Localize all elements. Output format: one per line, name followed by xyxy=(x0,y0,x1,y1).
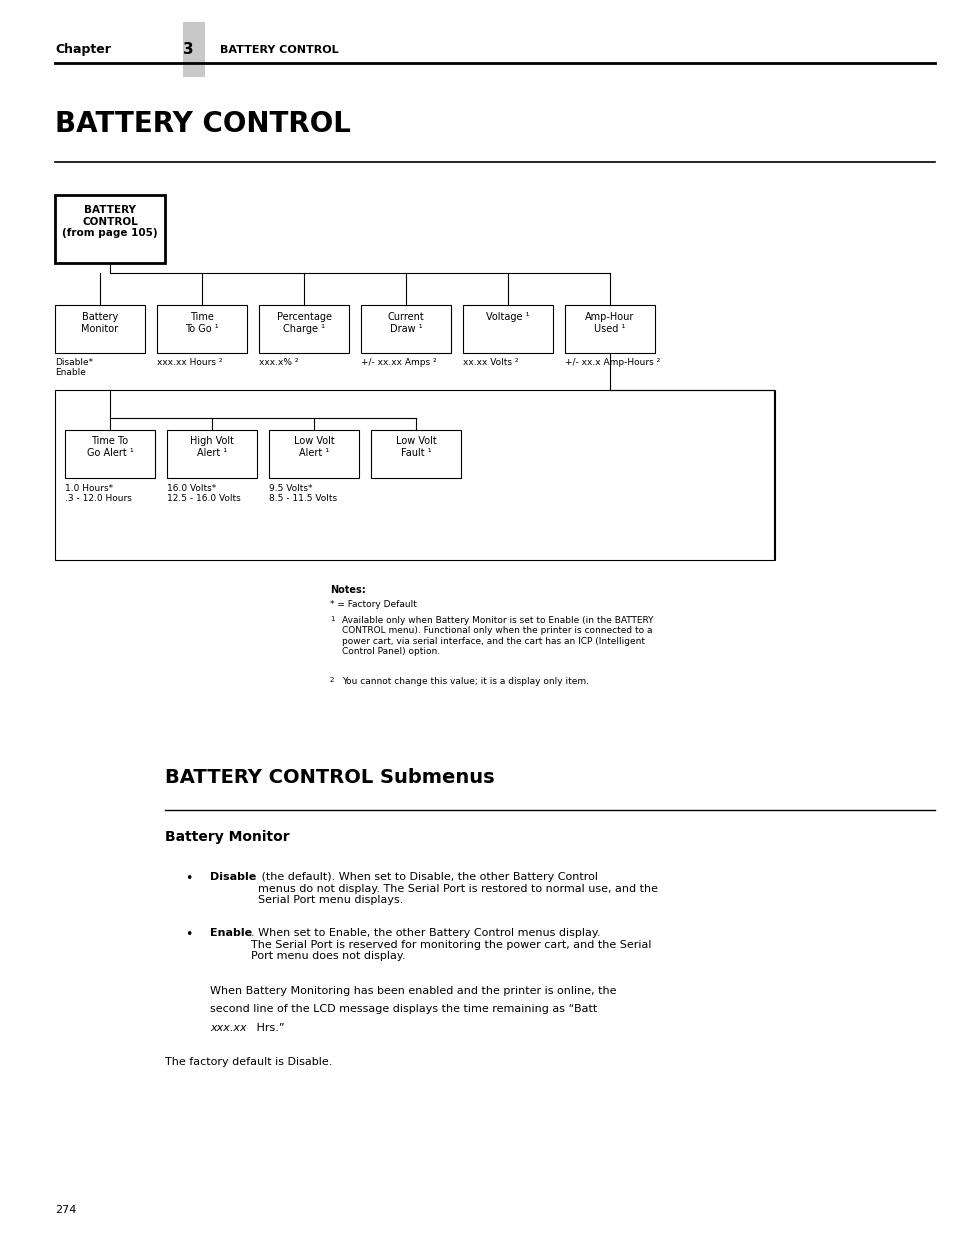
Text: Amp-Hour
Used ¹: Amp-Hour Used ¹ xyxy=(585,312,634,333)
Text: Time To
Go Alert ¹: Time To Go Alert ¹ xyxy=(87,436,133,458)
Text: You cannot change this value; it is a display only item.: You cannot change this value; it is a di… xyxy=(341,678,588,687)
Text: xx.xx Volts ²: xx.xx Volts ² xyxy=(462,358,518,367)
Text: Disable: Disable xyxy=(210,872,256,882)
Text: Chapter: Chapter xyxy=(55,43,111,57)
Text: * = Factory Default: * = Factory Default xyxy=(330,600,416,609)
Text: Voltage ¹: Voltage ¹ xyxy=(486,312,529,322)
Text: 16.0 Volts*
12.5 - 16.0 Volts: 16.0 Volts* 12.5 - 16.0 Volts xyxy=(167,484,240,504)
Text: Time
To Go ¹: Time To Go ¹ xyxy=(185,312,218,333)
Bar xyxy=(269,430,358,478)
Bar xyxy=(258,305,349,353)
Text: Disable*
Enable: Disable* Enable xyxy=(55,358,93,378)
Text: •: • xyxy=(185,872,193,885)
Text: Notes:: Notes: xyxy=(330,585,365,595)
Bar xyxy=(462,305,553,353)
Text: BATTERY
CONTROL
(from page 105): BATTERY CONTROL (from page 105) xyxy=(62,205,157,238)
Text: High Volt
Alert ¹: High Volt Alert ¹ xyxy=(190,436,233,458)
Text: 2: 2 xyxy=(330,678,334,683)
Text: Low Volt
Alert ¹: Low Volt Alert ¹ xyxy=(294,436,334,458)
Bar xyxy=(371,430,460,478)
Text: +/- xx.xx Amps ²: +/- xx.xx Amps ² xyxy=(360,358,436,367)
Text: +/- xx.x Amp-Hours ²: +/- xx.x Amp-Hours ² xyxy=(564,358,659,367)
Text: •: • xyxy=(185,927,193,941)
Text: xxx.xx Hours ²: xxx.xx Hours ² xyxy=(157,358,222,367)
Text: Percentage
Charge ¹: Percentage Charge ¹ xyxy=(276,312,331,333)
Bar xyxy=(55,305,145,353)
Bar xyxy=(55,195,165,263)
Text: (the default). When set to Disable, the other Battery Control
menus do not displ: (the default). When set to Disable, the … xyxy=(257,872,657,905)
Text: Low Volt
Fault ¹: Low Volt Fault ¹ xyxy=(395,436,436,458)
Text: The factory default is Disable.: The factory default is Disable. xyxy=(165,1057,332,1067)
Text: xxx.x% ²: xxx.x% ² xyxy=(258,358,298,367)
Text: Enable: Enable xyxy=(210,927,252,939)
Text: Current
Draw ¹: Current Draw ¹ xyxy=(387,312,424,333)
Text: xxx.xx: xxx.xx xyxy=(210,1023,247,1032)
Text: BATTERY CONTROL Submenus: BATTERY CONTROL Submenus xyxy=(165,768,494,787)
Text: Hrs.”: Hrs.” xyxy=(253,1023,284,1032)
Text: 1: 1 xyxy=(330,616,335,621)
Text: When Battery Monitoring has been enabled and the printer is online, the: When Battery Monitoring has been enabled… xyxy=(210,986,616,995)
Bar xyxy=(564,305,655,353)
Bar xyxy=(183,22,205,77)
Text: 9.5 Volts*
8.5 - 11.5 Volts: 9.5 Volts* 8.5 - 11.5 Volts xyxy=(269,484,336,504)
Text: BATTERY CONTROL: BATTERY CONTROL xyxy=(220,44,338,56)
Text: 1.0 Hours*
.3 - 12.0 Hours: 1.0 Hours* .3 - 12.0 Hours xyxy=(65,484,132,504)
Text: 274: 274 xyxy=(55,1205,76,1215)
Text: . When set to Enable, the other Battery Control menus display.
The Serial Port i: . When set to Enable, the other Battery … xyxy=(251,927,651,961)
Text: Available only when Battery Monitor is set to Enable (in the BATTERY
CONTROL men: Available only when Battery Monitor is s… xyxy=(341,616,653,656)
Text: second line of the LCD message displays the time remaining as “Batt: second line of the LCD message displays … xyxy=(210,1004,597,1014)
Bar xyxy=(55,390,774,559)
Bar xyxy=(157,305,247,353)
Bar xyxy=(65,430,154,478)
Text: Battery
Monitor: Battery Monitor xyxy=(81,312,118,333)
Text: BATTERY CONTROL: BATTERY CONTROL xyxy=(55,110,351,138)
Text: Battery Monitor: Battery Monitor xyxy=(165,830,290,844)
Bar xyxy=(167,430,256,478)
Text: 3: 3 xyxy=(182,42,193,58)
Bar xyxy=(360,305,451,353)
